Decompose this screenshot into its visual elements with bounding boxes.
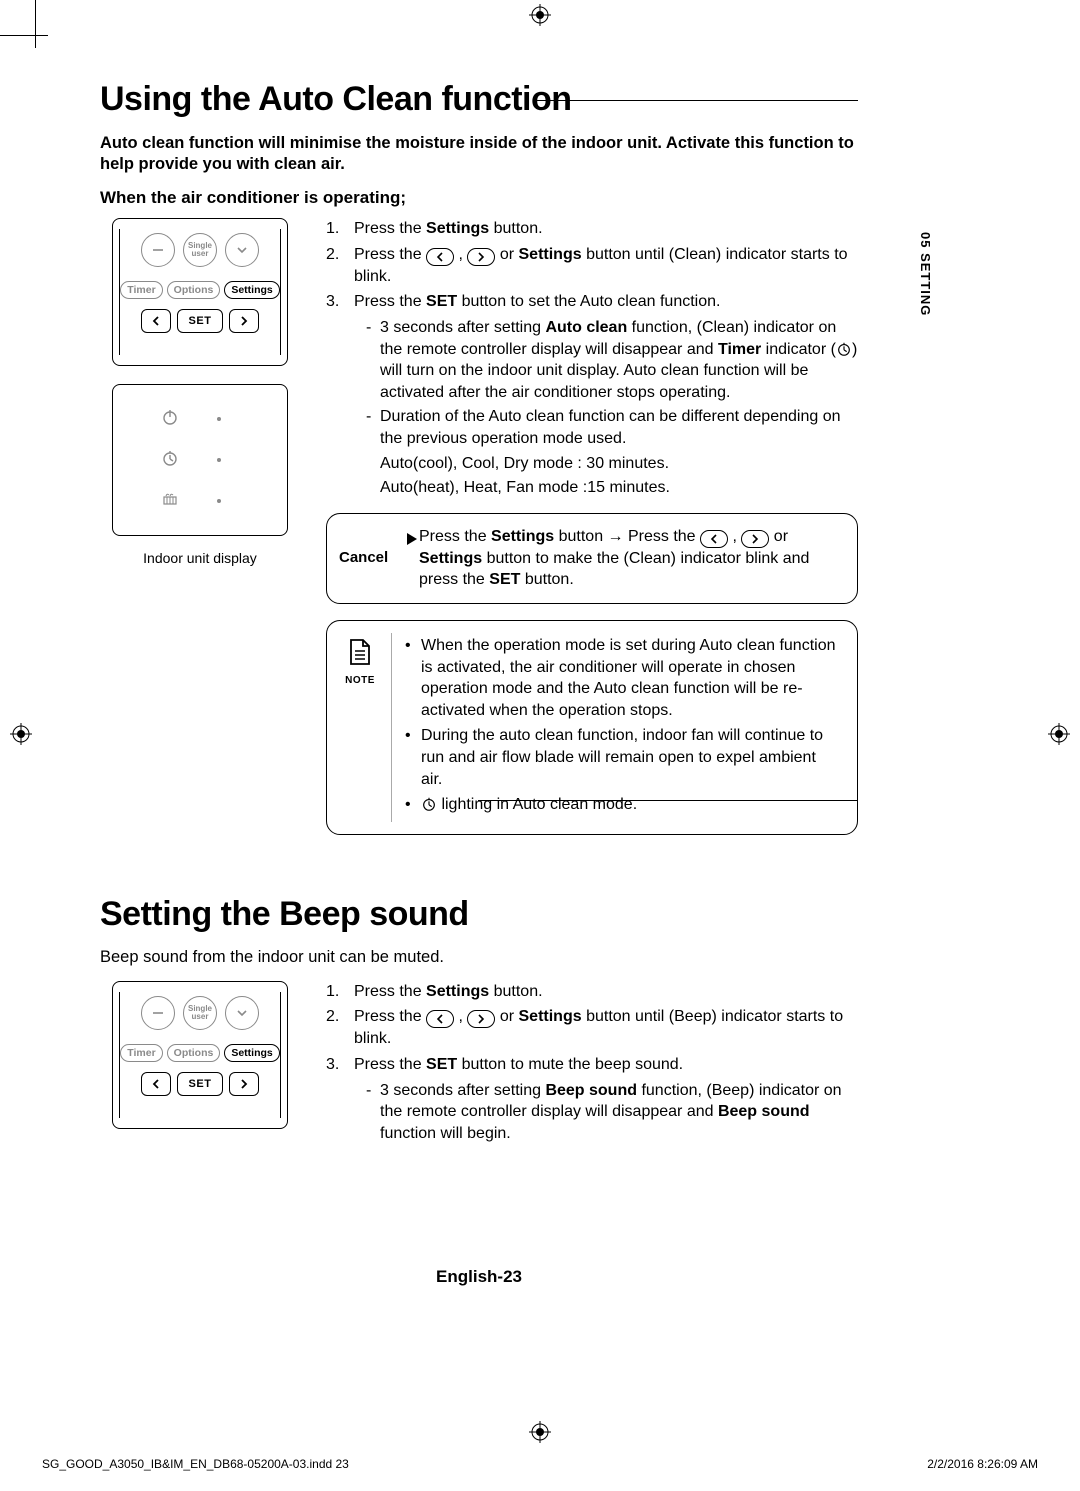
note-item-3: lighting in Auto clean mode. [405, 794, 839, 816]
cancel-box: Cancel Press the Settings button → Press… [326, 513, 858, 604]
reg-bottom [529, 1421, 551, 1443]
right-arrow-icon [741, 530, 769, 548]
left-arrow-icon [700, 530, 728, 548]
crop-tl-v [35, 0, 36, 48]
beep-step-3: 3. Press the SET button to mute the beep… [326, 1054, 858, 1076]
remote-left-btn [141, 1072, 171, 1096]
step-3-detail-2: Duration of the Auto clean function can … [366, 406, 858, 449]
remote-down-btn [225, 233, 259, 267]
crop-tl-h [0, 35, 48, 36]
remote-minus-btn [141, 233, 175, 267]
beep-step-2: 2. Press the , or Settings button until … [326, 1006, 858, 1050]
timer-icon [161, 449, 179, 472]
duration-cool: Auto(cool), Cool, Dry mode : 30 minutes. [326, 453, 858, 475]
indoor-display-illustration [112, 384, 288, 536]
note-box: NOTE When the operation mode is set duri… [326, 620, 858, 835]
duration-heat: Auto(heat), Heat, Fan mode :15 minutes. [326, 477, 858, 499]
note-label: NOTE [337, 674, 383, 688]
remote-timer-btn: Timer [120, 1044, 162, 1062]
left-arrow-icon [426, 1010, 454, 1028]
heading-beep: Setting the Beep sound [100, 895, 858, 934]
cancel-label: Cancel [339, 548, 388, 568]
reg-top [529, 4, 551, 26]
remote-right-btn [229, 1072, 259, 1096]
system-footer: SG_GOOD_A3050_IB&IM_EN_DB68-05200A-03.in… [42, 1457, 1038, 1471]
heading-rule-1 [536, 100, 858, 101]
step-3: 3. Press the SET button to set the Auto … [326, 291, 858, 313]
step-3-detail-1: 3 seconds after setting Auto clean funct… [366, 317, 858, 403]
power-icon [161, 408, 179, 431]
right-arrow-icon [467, 1010, 495, 1028]
step-2: 2. Press the , or Settings button until … [326, 244, 858, 288]
remote-left-btn [141, 309, 171, 333]
beep-step-1: 1. Press the Settings button. [326, 981, 858, 1003]
remote-settings-btn: Settings [224, 1044, 279, 1062]
heading-rule-2 [478, 800, 858, 801]
remote-options-btn: Options [167, 1044, 221, 1062]
display-caption: Indoor unit display [100, 550, 300, 566]
right-arrow-icon [467, 248, 495, 266]
remote-single-user-btn: Single user [183, 233, 217, 267]
remote-down-btn [225, 996, 259, 1030]
footer-date: 2/2/2016 8:26:09 AM [927, 1457, 1038, 1471]
reg-right [1048, 723, 1070, 745]
left-arrow-icon [426, 248, 454, 266]
remote-illustration-1: Single user Timer Options Settings SET [112, 218, 288, 366]
reg-left [10, 723, 32, 745]
step-1: 1. Press the Settings button. [326, 218, 858, 240]
note-icon [347, 637, 373, 667]
remote-single-user-btn: Single user [183, 996, 217, 1030]
remote-right-btn [229, 309, 259, 333]
beep-step-3-detail-1: 3 seconds after setting Beep sound funct… [366, 1080, 858, 1145]
remote-illustration-2: Single user Timer Options Settings SET [112, 981, 288, 1129]
filter-icon [161, 490, 179, 513]
remote-timer-btn: Timer [120, 281, 162, 299]
footer-file: SG_GOOD_A3050_IB&IM_EN_DB68-05200A-03.in… [42, 1457, 349, 1471]
remote-set-btn: SET [177, 1072, 223, 1096]
intro-beep: Beep sound from the indoor unit can be m… [100, 948, 858, 967]
timer-inline-icon [836, 341, 852, 357]
triangle-icon [407, 530, 417, 552]
remote-settings-btn: Settings [224, 281, 279, 299]
page-content: Using the Auto Clean function Auto clean… [100, 80, 858, 1147]
side-tab: 05 SETTING [918, 232, 933, 316]
timer-inline-icon [421, 796, 437, 812]
remote-options-btn: Options [167, 281, 221, 299]
page-number: English-23 [100, 1267, 858, 1287]
remote-minus-btn [141, 996, 175, 1030]
intro-auto-clean: Auto clean function will minimise the mo… [100, 133, 858, 174]
remote-set-btn: SET [177, 309, 223, 333]
note-item-1: When the operation mode is set during Au… [405, 635, 839, 721]
subheading-auto-clean: When the air conditioner is operating; [100, 188, 858, 208]
note-item-2: During the auto clean function, indoor f… [405, 725, 839, 790]
